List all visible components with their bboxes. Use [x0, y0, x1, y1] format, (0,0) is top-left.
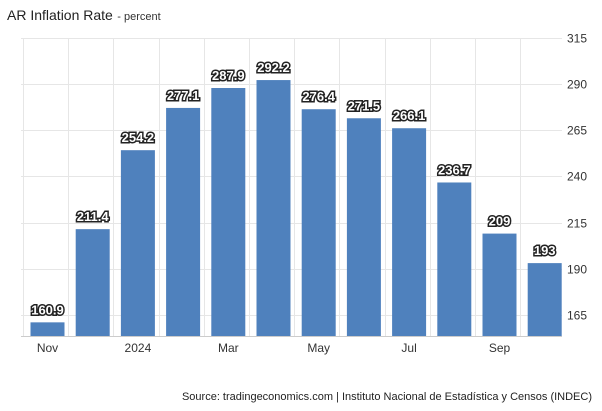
- bar-mar: [211, 88, 246, 337]
- data-label: 292.2: [257, 60, 290, 75]
- grid-lines: [21, 38, 562, 337]
- y-tick-label: 290: [567, 78, 587, 92]
- x-tick-label: Jul: [401, 341, 416, 355]
- data-label: 236.7: [438, 162, 471, 177]
- data-label: 211.4: [77, 209, 110, 224]
- y-tick-label: 190: [567, 263, 587, 277]
- data-label: 287.9: [212, 68, 245, 83]
- x-tick-label: May: [307, 341, 330, 355]
- bar-may: [301, 109, 336, 337]
- data-label: 277.1: [167, 88, 200, 103]
- y-tick-label: 265: [567, 124, 587, 138]
- data-label: 266.1: [393, 108, 426, 123]
- bar-sep: [482, 233, 517, 336]
- x-tick-label: Sep: [489, 341, 511, 355]
- x-tick-label: 2024: [125, 341, 152, 355]
- data-label: 271.5: [348, 98, 381, 113]
- source-credit: Source: tradingeconomics.com | Instituto…: [181, 391, 592, 403]
- data-label: 160.9: [31, 302, 64, 317]
- data-label: 254.2: [122, 130, 155, 145]
- y-tick-label: 315: [567, 32, 587, 46]
- bar-nov: [30, 322, 65, 336]
- chart-subtitle: percent: [124, 11, 161, 23]
- bar-jul: [392, 128, 427, 336]
- bars: [30, 80, 562, 337]
- data-label: 209: [489, 214, 511, 229]
- bar-feb: [166, 107, 201, 336]
- bar-apr: [256, 80, 291, 336]
- data-label: 193: [534, 243, 556, 258]
- y-tick-label: 165: [567, 309, 587, 323]
- chart-title-row: AR Inflation Rate - percent: [7, 7, 161, 25]
- x-tick-label: Nov: [37, 341, 58, 355]
- chart-title: AR Inflation Rate: [7, 7, 113, 23]
- data-label: 276.4: [302, 89, 335, 104]
- chart-subtitle-separator: -: [117, 11, 125, 23]
- y-axis-ticks: 165 190 215 240 265 290 315: [567, 32, 587, 323]
- bar-jun: [346, 118, 381, 336]
- bar-dec: [75, 229, 110, 336]
- x-tick-label: Mar: [218, 341, 239, 355]
- y-tick-label: 240: [567, 170, 587, 184]
- bar-aug: [437, 182, 472, 336]
- y-tick-label: 215: [567, 217, 587, 231]
- data-labels: 160.9 211.4 254.2 277.1 287.9 292.2 276.4 271.5…: [30, 59, 557, 319]
- bar-oct: [527, 263, 562, 336]
- bar-2024: [120, 150, 155, 336]
- x-axis-ticks: Nov 2024 Mar May Jul Sep: [37, 341, 511, 355]
